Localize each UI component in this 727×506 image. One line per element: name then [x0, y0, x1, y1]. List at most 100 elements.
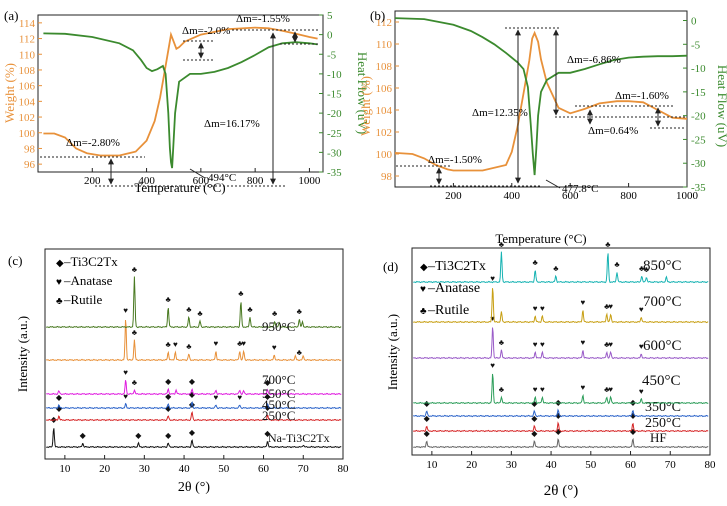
xrd-pattern-line: [413, 437, 709, 449]
y-tick-label: 96: [24, 159, 36, 171]
ti3c2tx-marker-icon: ◆: [135, 431, 142, 440]
rutile-marker-icon: ♣: [166, 295, 172, 304]
panel-c-legend: ◆ –Ti3C2Tx ♥ –Anatase ♣ –Rutile: [56, 254, 118, 307]
panel-a-y2label: Heat Flow (uV): [355, 52, 370, 134]
rutile-marker-icon: ♣: [499, 338, 505, 347]
anatase-marker-icon: ♥: [123, 392, 128, 401]
anatase-marker-icon: ♥: [580, 298, 585, 307]
panel-b-plot: 200 400 600 800 1000 98 100 102 104 106 108 110 112 0…: [376, 16, 707, 202]
pattern-label: 250°C: [262, 408, 295, 423]
rutile-marker-icon: ♣: [132, 378, 138, 387]
panel-d-xlabel: 2θ (°): [544, 483, 578, 499]
pattern-label: 550°C: [262, 386, 295, 401]
y2-tick-label: -20: [691, 111, 706, 123]
x-tick-label: 80: [705, 459, 717, 471]
ti3c2tx-marker-icon: ◆: [165, 431, 172, 440]
x-tick-label: 1000: [298, 175, 321, 187]
panel-d-legend-3: –Rutile: [427, 303, 469, 318]
y-tick-label: 106: [19, 81, 36, 93]
xrd-pattern-line: [46, 380, 342, 396]
ti3c2tx-marker-icon: ◆: [56, 404, 63, 413]
x-tick-label: 70: [298, 463, 310, 475]
anatase-marker-icon: ♥: [490, 314, 495, 323]
y2-tick-label: -35: [691, 182, 706, 194]
panel-b-frame: [394, 10, 688, 188]
anatase-marker-icon: ♥: [639, 342, 644, 351]
panel-d-tag: (d): [383, 259, 398, 274]
x-tick-label: 30: [139, 463, 151, 475]
xrd-pattern-line: [45, 276, 342, 329]
y2-tick-label: -5: [327, 49, 337, 61]
ti3c2tx-marker-icon: ◆: [555, 411, 562, 420]
panel-b-ylabel: Weight (%): [358, 76, 373, 136]
legend-anatase-icon: ♥: [420, 284, 426, 295]
x-tick-label: 1000: [676, 190, 699, 202]
ti3c2tx-marker-icon: ◆: [264, 392, 271, 401]
ti3c2tx-marker-icon: ◆: [189, 428, 196, 437]
rutile-marker-icon: ♣: [166, 340, 172, 349]
y2-tick-label: -10: [691, 63, 706, 75]
xrd-pattern-line: [412, 327, 709, 360]
rutile-marker-icon: ♣: [605, 240, 611, 249]
ti3c2tx-marker-icon: ◆: [165, 377, 172, 386]
rutile-marker-icon: ♣: [614, 260, 620, 269]
x-tick-label: 70: [665, 459, 677, 471]
xrd-pattern-line: [412, 288, 709, 324]
ti3c2tx-marker-icon: ◆: [264, 429, 271, 438]
panel-b-ann-4: Δm=0.64%: [588, 125, 638, 137]
y2-tick-label: -30: [691, 158, 706, 170]
pattern-label: 450°C: [642, 373, 681, 389]
anatase-marker-icon: ♥: [272, 343, 277, 352]
rutile-marker-icon: ♣: [237, 339, 243, 348]
pattern-label: 700°C: [262, 372, 295, 387]
xrd-pattern-line: [412, 408, 709, 418]
pattern-label: 250°C: [645, 416, 681, 431]
x-tick-label: 600: [562, 190, 579, 202]
panel-c-legend-3: –Rutile: [63, 292, 103, 307]
y2-tick-label: -25: [327, 128, 342, 140]
x-tick-label: 40: [546, 459, 558, 471]
xrd-pattern-line: [412, 421, 709, 433]
y-tick-label: 104: [19, 96, 36, 108]
y-tick-label: 102: [376, 127, 393, 139]
xrd-pattern-line: [45, 401, 342, 410]
panel-c-frame: [44, 248, 344, 460]
y2-tick-label: -15: [327, 89, 342, 101]
panel-d-frame: [411, 247, 711, 456]
xrd-pattern-line: [45, 411, 342, 422]
xrd-pattern-line: [46, 428, 342, 449]
rutile-marker-icon: ♣: [186, 342, 192, 351]
x-tick-label: 60: [625, 459, 637, 471]
ti3c2tx-marker-icon: ◆: [264, 378, 271, 387]
x-tick-label: 200: [84, 175, 101, 187]
rutile-marker-icon: ♣: [297, 307, 303, 316]
panel-a-tag: (a): [4, 8, 18, 23]
rutile-marker-icon: ♣: [499, 240, 505, 249]
panel-a-ann-2: Δm=-1.55%: [236, 13, 290, 25]
y2-tick-label: -15: [691, 87, 706, 99]
panel-b-xlabel: Temperature (°C): [495, 231, 586, 246]
y-tick-label: 112: [376, 17, 392, 29]
x-tick-label: 10: [426, 459, 438, 471]
ti3c2tx-marker-icon: ◆: [531, 429, 538, 438]
xrd-pattern-line: [45, 319, 342, 362]
panel-a-ann-1: Δm=-2.0%: [182, 25, 230, 37]
rutile-marker-icon: ♣: [639, 264, 645, 273]
panel-b-tag: (b): [370, 8, 385, 23]
x-tick-label: 400: [504, 190, 521, 202]
panel-b-ann-6: 477.8°C: [562, 183, 599, 195]
series-weight-line: [43, 26, 318, 157]
legend-rutile-icon: ♣: [420, 306, 427, 317]
legend-rutile-icon: ♣: [56, 296, 63, 307]
x-tick-label: 50: [218, 463, 230, 475]
ti3c2tx-marker-icon: ◆: [630, 427, 637, 436]
anatase-marker-icon: ♥: [490, 361, 495, 370]
anatase-marker-icon: ♥: [540, 385, 545, 394]
anatase-marker-icon: ♥: [241, 339, 246, 348]
panel-b-ann-5: Δm=-1.50%: [428, 154, 482, 166]
legend-ti3c2tx-icon: ◆: [420, 262, 428, 273]
xrd-pattern-line: [413, 373, 709, 405]
ti3c2tx-marker-icon: ◆: [80, 431, 87, 440]
